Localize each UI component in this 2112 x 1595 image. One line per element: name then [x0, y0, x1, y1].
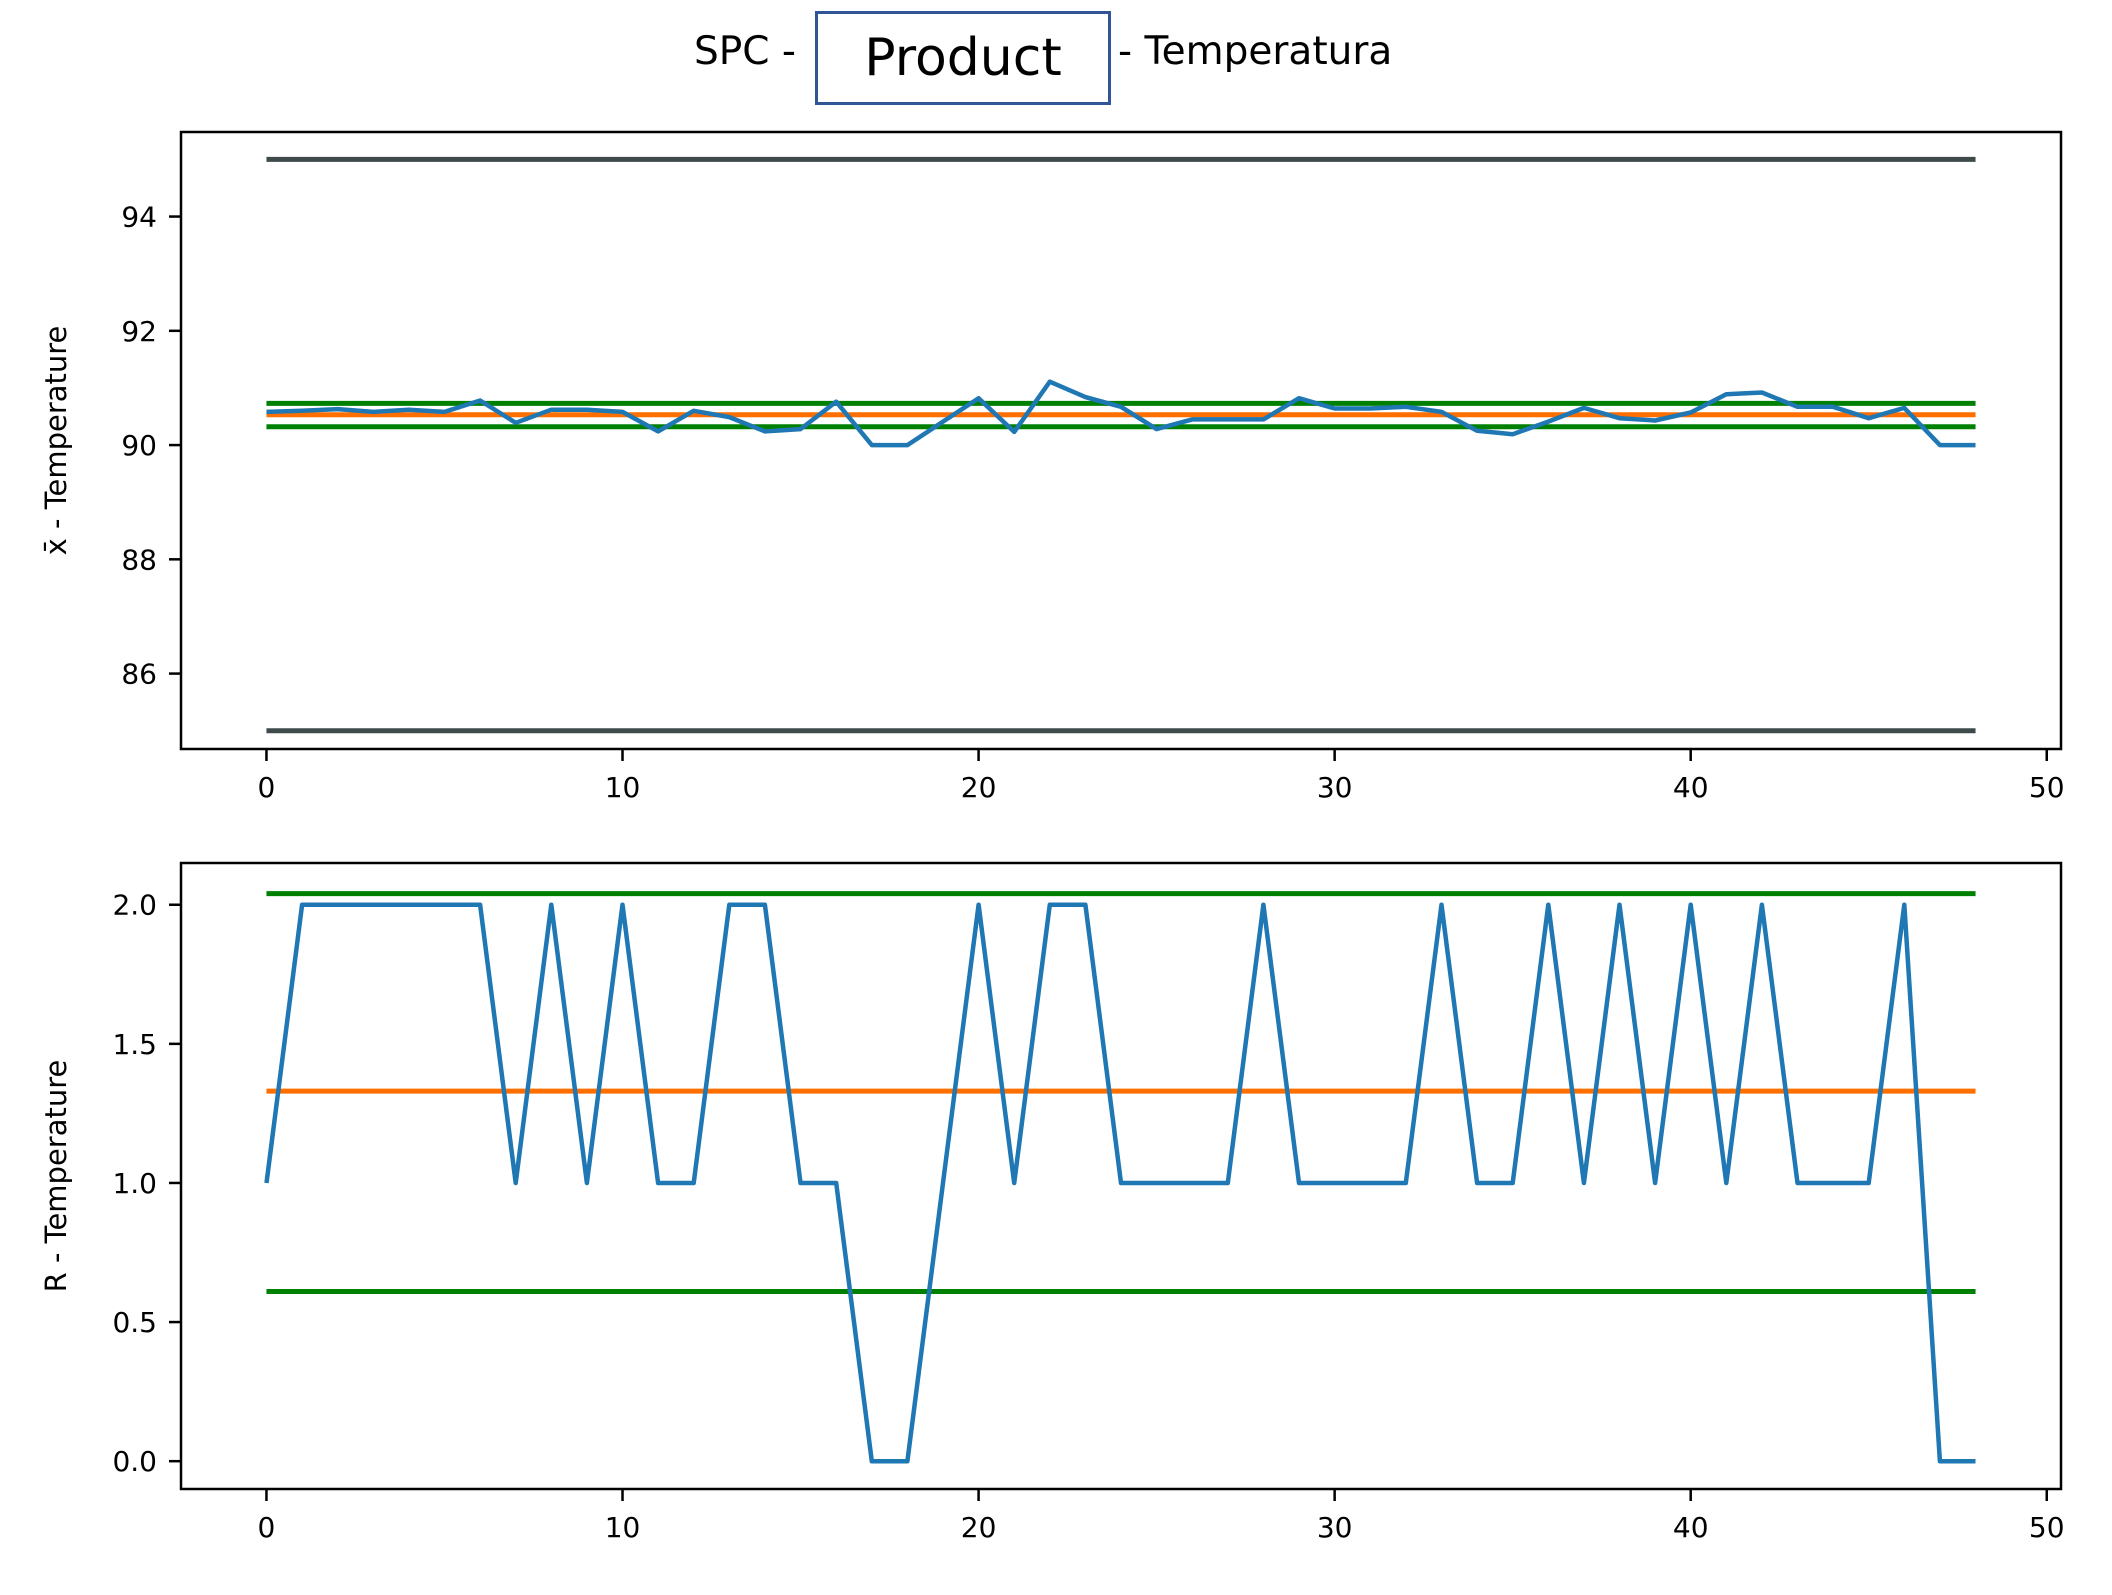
x-tick-label: 20	[961, 771, 997, 804]
y-tick-label: 2.0	[112, 889, 157, 922]
y-tick-label: 1.5	[112, 1028, 157, 1061]
x-tick-label: 10	[605, 1511, 641, 1544]
x-tick-label: 40	[1673, 1511, 1709, 1544]
x-tick-label: 50	[2029, 1511, 2065, 1544]
title-prefix: SPC -	[694, 29, 796, 74]
y-tick-label: 94	[121, 201, 157, 234]
x-tick-label: 0	[258, 1511, 276, 1544]
x-tick-label: 40	[1673, 771, 1709, 804]
axes-frame	[179, 130, 2063, 751]
y-tick-label: 86	[121, 658, 157, 691]
chart-title: SPC - Product - Temperatura	[0, 0, 2112, 120]
x-tick-label: 30	[1317, 1511, 1353, 1544]
x-tick-label: 10	[605, 771, 641, 804]
xbar-chart-panel: 0 10 20 30 40 50 86 88 90 92 94 x̄ - Temperature	[39, 130, 2065, 804]
y-tick-label: 88	[121, 543, 157, 576]
y-tick-label: 92	[121, 315, 157, 348]
product-selector-box[interactable]: Product	[815, 11, 1111, 105]
y-axis-label: x̄ - Temperature	[39, 326, 73, 556]
range-chart-panel: 0 10 20 30 40 50 0.0 0.5 1.0 1.5 2.0 R - Temperatur…	[39, 861, 2065, 1544]
x-tick-label: 0	[258, 771, 276, 804]
y-tick-label: 1.0	[112, 1167, 157, 1200]
axes-frame	[179, 861, 2063, 1491]
x-tick-label: 30	[1317, 771, 1353, 804]
y-tick-label: 90	[121, 429, 157, 462]
y-axis-label: R - Temperature	[39, 1060, 73, 1293]
title-suffix: - Temperatura	[1118, 29, 1393, 74]
y-tick-label: 0.5	[112, 1306, 157, 1339]
data-series-line	[264, 902, 1976, 1464]
data-series-line	[266, 379, 1976, 448]
y-tick-label: 0.0	[112, 1445, 157, 1478]
x-tick-label: 20	[961, 1511, 997, 1544]
product-label: Product	[864, 28, 1062, 88]
x-tick-label: 50	[2029, 771, 2065, 804]
